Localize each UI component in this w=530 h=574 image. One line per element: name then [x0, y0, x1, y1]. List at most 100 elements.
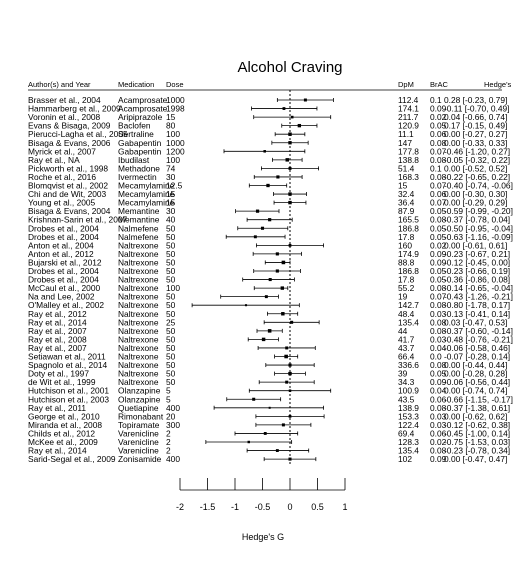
- study-row: Voronin et al., 2008 Aripiprazole 15 211.7 0…: [28, 112, 507, 122]
- study-row: Ray et al., 2011 Quetiapine 400 138.9 0.08-0…: [28, 403, 510, 413]
- study-label: de Wit et al., 1999: [28, 377, 96, 387]
- brac-value: 0.05: [430, 121, 447, 131]
- brac-value: 0.09: [430, 104, 447, 114]
- dose-label: 100: [166, 155, 180, 165]
- study-row: Evans & Bisaga, 2009 Baclofen 80 120.9 0.050…: [28, 121, 507, 131]
- brac-value: 0.06: [430, 428, 447, 438]
- dose-label: 50: [166, 292, 176, 302]
- study-label: Ray et al., 2012: [28, 309, 87, 319]
- brac-value: 0.09: [430, 377, 447, 387]
- effect-size-marker: [276, 175, 280, 179]
- hedges-g-value: -0.05 [-0.32, 0.22]: [444, 155, 510, 165]
- dpm-value: 138.8: [398, 155, 419, 165]
- brac-value: 0.03: [430, 334, 447, 344]
- brac-value: 0.08: [430, 360, 447, 370]
- effect-size-marker: [268, 406, 271, 409]
- medication-label: Varenicline: [118, 437, 159, 447]
- medication-label: Gabapentin: [118, 146, 162, 156]
- dpm-value: 336.6: [398, 360, 419, 370]
- brac-value: 0.08: [430, 155, 447, 165]
- header-hedges: Hedge's: [484, 80, 512, 89]
- study-row: de Wit et al., 1999 Naltrexone 50 34.3 0.09-…: [28, 377, 510, 387]
- dpm-value: 55.2: [398, 283, 415, 293]
- hedges-g-value: 0.00 [-0.52, 0.52]: [444, 163, 507, 173]
- dose-label: 100: [166, 129, 180, 139]
- study-label: Young et al., 2005: [28, 198, 96, 208]
- study-label: Ray et al., 2007: [28, 326, 87, 336]
- hedges-g-value: -0.36 [-0.86, 0.08]: [444, 275, 510, 285]
- brac-value: 0.1: [430, 95, 442, 105]
- dpm-value: 165.5: [398, 215, 419, 225]
- medication-label: Mecamylamine: [118, 189, 175, 199]
- hedges-g-value: -0.07 [-0.28, 0.14]: [444, 352, 510, 362]
- study-label: Ray et al., 2008: [28, 334, 87, 344]
- dose-label: 50: [166, 232, 176, 242]
- medication-label: Naltrexone: [118, 257, 159, 267]
- effect-size-marker: [263, 432, 267, 435]
- medication-label: Ibudilast: [118, 155, 150, 165]
- dose-label: 5: [166, 386, 171, 396]
- study-row: Ray et al., 2007 Naltrexone 50 44 0.08-0.37 …: [28, 326, 513, 336]
- study-label: Drobes et al., 2004: [28, 275, 99, 285]
- medication-label: Acamprosate: [118, 95, 168, 105]
- medication-label: Olanzapine: [118, 386, 161, 396]
- dpm-value: 102: [398, 454, 412, 464]
- dpm-value: 43.5: [398, 394, 415, 404]
- dpm-value: 19: [398, 292, 408, 302]
- effect-size-marker: [285, 158, 289, 162]
- dose-label: 50: [166, 360, 176, 370]
- dose-label: 2: [166, 446, 171, 456]
- dose-label: 1000: [166, 95, 185, 105]
- dpm-value: 15: [398, 181, 408, 191]
- dpm-value: 43.7: [398, 343, 415, 353]
- dpm-value: 177.8: [398, 146, 419, 156]
- effect-size-marker: [244, 304, 248, 307]
- medication-label: Naltrexone: [118, 326, 159, 336]
- study-row: Drobes et al., 2004 Naltrexone 50 17.8 0.05-…: [28, 275, 510, 285]
- brac-value: 0.08: [430, 172, 447, 182]
- brac-value: 0.07: [430, 292, 447, 302]
- x-tick-label: -2: [176, 502, 184, 512]
- brac-value: 0.08: [430, 300, 447, 310]
- study-row: Myrick et al., 2007 Gabapentin 1200 177.8 0.…: [28, 146, 510, 156]
- brac-value: 0.1: [430, 163, 442, 173]
- effect-size-marker: [275, 269, 279, 273]
- dose-label: 25: [166, 317, 176, 327]
- brac-value: 0.08: [430, 138, 447, 148]
- hedges-g-value: -0.40 [-0.74, -0.06]: [444, 181, 513, 191]
- dose-label: 80: [166, 121, 176, 131]
- hedges-g-value: 0.03 [-0.47, 0.53]: [444, 317, 507, 327]
- study-label: Voronin et al., 2008: [28, 112, 101, 122]
- effect-size-marker: [288, 243, 292, 247]
- x-tick-label: 0: [287, 502, 292, 512]
- dose-label: 74: [166, 163, 176, 173]
- brac-value: 0.02: [430, 437, 447, 447]
- study-row: Ray et al., 2014 Varenicline 2 135.4 0.08-0.…: [28, 446, 510, 456]
- study-label: Chi and de Wit, 2003: [28, 189, 107, 199]
- study-row: Bujarski et al., 2012 Naltrexone 50 88.8 0.0…: [28, 257, 510, 267]
- x-tick-label: -0.5: [255, 502, 271, 512]
- dose-label: 50: [166, 343, 176, 353]
- dpm-value: 39: [398, 369, 408, 379]
- brac-value: 0.07: [430, 181, 447, 191]
- study-label: McKee et al., 2009: [28, 437, 98, 447]
- hedges-g-value: -0.37 [-1.38, 0.61]: [444, 403, 510, 413]
- study-row: George et al., 2010 Rimonabant 20 153.3 0.03…: [28, 411, 507, 421]
- study-label: Ray et al., 2011: [28, 403, 86, 413]
- medication-label: Naltrexone: [118, 352, 159, 362]
- medication-label: Naltrexone: [118, 249, 159, 259]
- effect-size-marker: [285, 380, 289, 384]
- hedges-g-value: -0.37 [-0.78, 0.04]: [444, 215, 510, 225]
- effect-size-marker: [303, 98, 307, 102]
- header-brac: BrAC: [430, 80, 449, 89]
- brac-value: 0.08: [430, 317, 447, 327]
- dpm-value: 100.9: [398, 386, 419, 396]
- study-label: Myrick et al., 2007: [28, 146, 96, 156]
- study-row: Ray et al., 2007 Naltrexone 50 43.7 0.04-0.0…: [28, 343, 510, 353]
- hedges-g-value: -0.22 [-0.65, 0.22]: [444, 172, 510, 182]
- hedges-g-value: -0.66 [-1.15, -0.17]: [444, 394, 513, 404]
- effect-size-marker: [247, 440, 250, 444]
- study-row: Setiawan et al., 2011 Naltrexone 50 66.4 0.0…: [28, 352, 510, 362]
- study-label: Na and Lee, 2002: [28, 292, 95, 302]
